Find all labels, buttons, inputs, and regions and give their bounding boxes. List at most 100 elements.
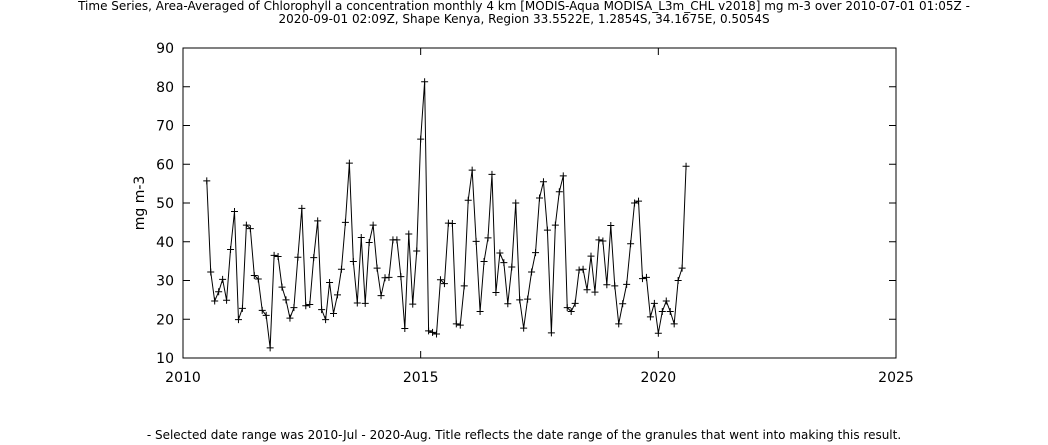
- data-point-marker: [547, 329, 555, 337]
- data-point-marker: [385, 273, 393, 281]
- data-point-marker: [274, 252, 282, 260]
- y-tick-label: 90: [156, 41, 174, 57]
- data-point-marker: [246, 225, 254, 233]
- data-point-marker: [480, 258, 488, 266]
- data-point-marker: [440, 280, 448, 288]
- data-point-marker: [650, 299, 658, 307]
- data-point-marker: [425, 327, 433, 335]
- data-point-marker: [322, 316, 330, 324]
- y-tick-label: 60: [156, 157, 174, 173]
- x-tick-label: 2015: [403, 370, 439, 386]
- data-point-marker: [468, 166, 476, 174]
- data-point-marker: [500, 259, 508, 267]
- data-point-marker: [397, 273, 405, 281]
- data-point-marker: [429, 328, 437, 336]
- data-point-marker: [678, 264, 686, 272]
- data-point-marker: [615, 320, 623, 328]
- data-point-marker: [413, 247, 421, 255]
- data-point-marker: [262, 311, 270, 319]
- data-point-marker: [254, 275, 262, 283]
- data-point-marker: [215, 288, 223, 296]
- data-point-marker: [603, 281, 611, 289]
- data-point-marker: [238, 304, 246, 312]
- data-point-marker: [223, 296, 231, 304]
- data-point-marker: [242, 221, 250, 229]
- data-point-marker: [492, 289, 500, 297]
- data-point-marker: [302, 302, 310, 310]
- series-markers: [203, 78, 690, 352]
- data-point-marker: [433, 330, 441, 338]
- data-point-marker: [337, 265, 345, 273]
- data-point-marker: [674, 277, 682, 284]
- x-tick-label: 2010: [165, 370, 201, 386]
- data-point-marker: [365, 239, 373, 247]
- chart-title-line-2: 2020-09-01 02:09Z, Shape Kenya, Region 3…: [278, 12, 770, 26]
- data-point-marker: [623, 280, 631, 288]
- data-point-marker: [306, 301, 314, 309]
- data-point-marker: [591, 288, 599, 296]
- data-point-marker: [579, 265, 587, 273]
- data-point-marker: [682, 162, 690, 170]
- data-point-marker: [642, 273, 650, 281]
- data-point-marker: [361, 299, 369, 307]
- data-point-marker: [607, 221, 615, 229]
- data-point-marker: [294, 253, 302, 261]
- data-point-marker: [460, 282, 468, 290]
- data-point-marker: [512, 199, 520, 207]
- data-point-marker: [330, 309, 338, 317]
- data-point-marker: [282, 296, 290, 304]
- footnote: - Selected date range was 2010-Jul - 202…: [146, 428, 902, 442]
- data-point-marker: [488, 170, 496, 178]
- data-point-marker: [278, 283, 286, 291]
- data-point-marker: [559, 172, 567, 180]
- data-point-marker: [448, 220, 456, 228]
- data-point-marker: [583, 286, 591, 294]
- data-point-marker: [619, 300, 627, 308]
- y-tick-label: 40: [156, 235, 174, 251]
- data-point-marker: [314, 217, 322, 225]
- data-point-marker: [452, 320, 460, 328]
- axis-ticks: [182, 47, 897, 359]
- data-point-marker: [484, 234, 492, 242]
- data-point-marker: [536, 194, 543, 202]
- y-tick-label: 80: [156, 80, 174, 96]
- data-point-marker: [670, 320, 678, 328]
- chart-title: Time Series, Area-Averaged of Chlorophyl…: [0, 0, 1048, 26]
- data-point-marker: [230, 208, 238, 216]
- data-point-marker: [405, 230, 413, 238]
- data-point-marker: [516, 296, 524, 304]
- data-point-marker: [250, 271, 258, 279]
- x-tick-label: 2025: [878, 370, 914, 386]
- data-point-marker: [464, 196, 472, 204]
- data-point-marker: [393, 236, 401, 244]
- data-point-marker: [575, 266, 583, 274]
- data-point-marker: [543, 226, 551, 234]
- series-line: [206, 81, 687, 348]
- data-point-marker: [532, 249, 540, 257]
- data-point-marker: [266, 344, 274, 352]
- data-point-marker: [571, 299, 579, 307]
- data-point-marker: [310, 254, 318, 262]
- data-point-marker: [318, 306, 326, 314]
- y-tick-label: 50: [156, 196, 174, 212]
- data-point-marker: [369, 221, 377, 229]
- data-point-marker: [658, 308, 666, 315]
- data-point-marker: [555, 188, 563, 196]
- data-point-marker: [476, 308, 484, 315]
- data-point-marker: [638, 275, 646, 283]
- data-point-marker: [258, 306, 266, 314]
- data-point-marker: [627, 240, 635, 248]
- data-point-marker: [353, 299, 361, 307]
- data-point-marker: [508, 263, 516, 271]
- data-point-marker: [635, 197, 643, 205]
- data-point-marker: [373, 264, 381, 272]
- chart-title-line-1: Time Series, Area-Averaged of Chlorophyl…: [78, 0, 970, 13]
- data-point-marker: [270, 251, 278, 259]
- data-point-marker: [349, 258, 357, 266]
- data-point-marker: [539, 178, 547, 186]
- data-point-marker: [662, 297, 670, 305]
- data-point-marker: [611, 282, 619, 290]
- axis-tick-labels: 10 20 30 40 50 60 70 80 90 2010 2015 2020 2025: [156, 41, 914, 386]
- data-point-marker: [333, 291, 341, 299]
